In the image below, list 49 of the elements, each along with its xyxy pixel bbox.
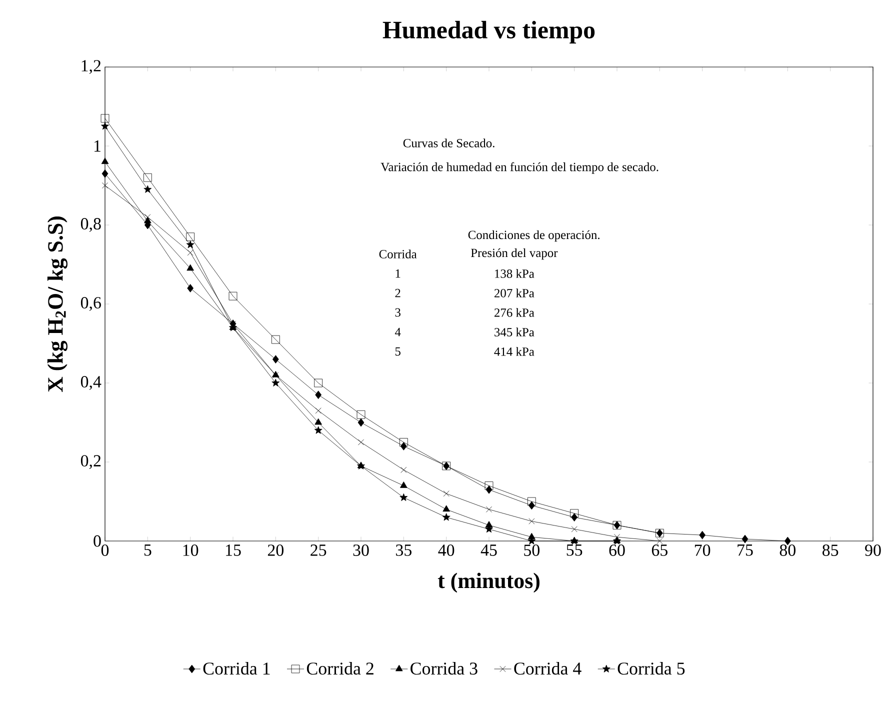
- x-tick-label: 25: [310, 544, 326, 556]
- x-tick-label: 55: [566, 544, 582, 556]
- annotation: 3: [395, 308, 400, 317]
- legend-label: Corrida 2: [306, 662, 374, 675]
- y-tick-label: 0,4: [80, 376, 102, 390]
- x-tick-label: 70: [694, 544, 710, 556]
- annotation: Variación de humedad en función del tiempo de secado.: [380, 162, 658, 174]
- y-tick-label: 0,6: [80, 297, 101, 311]
- y-tick-label: 1: [94, 140, 100, 152]
- y-tick-label: 0,8: [80, 218, 101, 232]
- annotation: 4: [394, 328, 401, 336]
- x-axis-title: t (minutos): [438, 572, 540, 593]
- annotation: 345 kPa: [494, 328, 534, 336]
- x-tick-label: 50: [524, 544, 540, 556]
- annotation: 276 kPa: [494, 308, 534, 317]
- x-tick-label: 80: [780, 544, 796, 556]
- legend-label: Corrida 3: [410, 662, 478, 675]
- x-tick-label: 5: [144, 544, 152, 556]
- x-tick-label: 35: [396, 544, 412, 556]
- x-tick-label: 10: [183, 544, 198, 556]
- annotation: 5: [395, 347, 400, 356]
- x-tick-label: 40: [438, 544, 454, 556]
- y-axis-title: X (kg H$_{2}$O/ kg S.S): [47, 216, 68, 392]
- legend-label: Corrida 5: [618, 662, 685, 675]
- x-tick-label: 85: [822, 544, 838, 556]
- x-tick-label: 45: [480, 544, 497, 556]
- annotation: 138 kPa: [495, 269, 534, 278]
- x-tick-label: 15: [226, 544, 241, 556]
- annotation: Presión del vapor: [470, 248, 558, 260]
- x-tick-label: 20: [268, 544, 284, 556]
- annotation: Condiciones de operación.: [468, 230, 600, 242]
- x-tick-label: 65: [652, 544, 668, 556]
- annotation: 2: [395, 288, 400, 298]
- chart-title: Humedad vs tiempo: [382, 20, 595, 44]
- legend-label: Corrida 1: [203, 662, 270, 675]
- annotation: Corrida: [379, 250, 417, 258]
- annotation: 414 kPa: [494, 347, 534, 356]
- y-tick-label: 1,2: [82, 60, 101, 74]
- y-tick-label: 0: [94, 535, 101, 547]
- annotation: 1: [396, 269, 400, 278]
- x-tick-label: 90: [865, 544, 881, 556]
- x-tick-label: 60: [609, 544, 625, 556]
- legend-label: Corrida 4: [514, 662, 582, 675]
- x-tick-label: 30: [353, 544, 369, 556]
- y-tick-label: 0,2: [80, 455, 101, 469]
- annotation: 207 kPa: [494, 288, 534, 298]
- x-tick-label: 75: [738, 544, 753, 556]
- annotation: Curvas de Secado.: [403, 138, 494, 148]
- x-tick-label: 0: [101, 544, 109, 556]
